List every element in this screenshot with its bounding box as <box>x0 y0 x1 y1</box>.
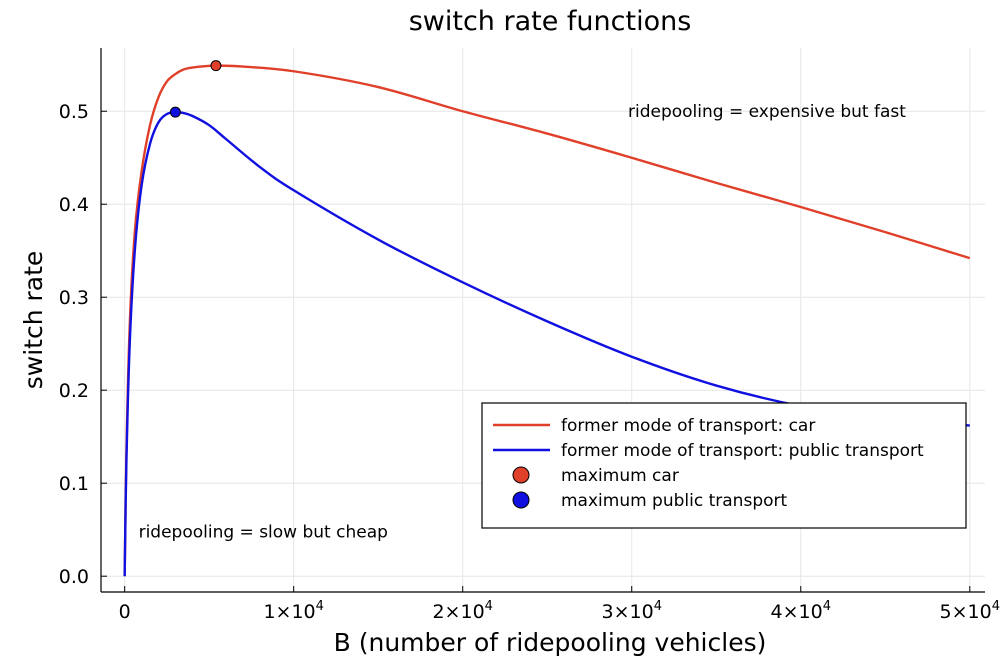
legend: former mode of transport: car former mode… <box>481 402 967 529</box>
x-tick-label: 0 <box>119 601 131 623</box>
annotations: ridepooling = expensive but fast ridepool… <box>139 102 907 542</box>
x-axis-title: B (number of ridepooling vehicles) <box>334 628 767 657</box>
axes <box>100 48 985 593</box>
series-line <box>123 110 970 577</box>
legend-marker-swatch <box>512 466 530 484</box>
legend-marker-swatch <box>512 491 530 509</box>
max-point <box>169 106 181 118</box>
annotation-text: ridepooling = slow but cheap <box>139 523 388 543</box>
x-tick-label: 4×104 <box>771 599 831 623</box>
legend-label: former mode of transport: public transpo… <box>561 441 924 461</box>
grid <box>101 48 985 592</box>
y-tick-label: 0.2 <box>59 380 89 402</box>
y-axis-title: switch rate <box>19 251 48 390</box>
y-tick-label: 0.5 <box>59 101 89 123</box>
annotation-text: ridepooling = expensive but fast <box>628 102 906 122</box>
x-ticks: 0 1×104 2×104 3×104 4×104 5×104 <box>119 586 1000 623</box>
y-tick-label: 0.1 <box>59 473 89 495</box>
x-tick-label: 2×104 <box>432 599 492 623</box>
x-tick-label: 3×104 <box>602 599 662 623</box>
legend-box <box>481 402 967 529</box>
legend-label: maximum car <box>561 466 679 486</box>
y-tick-label: 0.3 <box>59 287 89 309</box>
x-tick-label: 5×104 <box>940 599 1000 623</box>
x-tick-label: 1×104 <box>263 599 323 623</box>
y-ticks: 0.0 0.1 0.2 0.3 0.4 0.5 <box>59 101 107 588</box>
series-layer <box>123 60 971 577</box>
legend-label: former mode of transport: car <box>561 416 815 436</box>
legend-label: maximum public transport <box>561 491 787 511</box>
y-tick-label: 0.4 <box>59 194 89 216</box>
y-tick-label: 0.0 <box>59 566 89 588</box>
chart-title: switch rate functions <box>409 6 692 37</box>
max-point <box>210 60 222 72</box>
